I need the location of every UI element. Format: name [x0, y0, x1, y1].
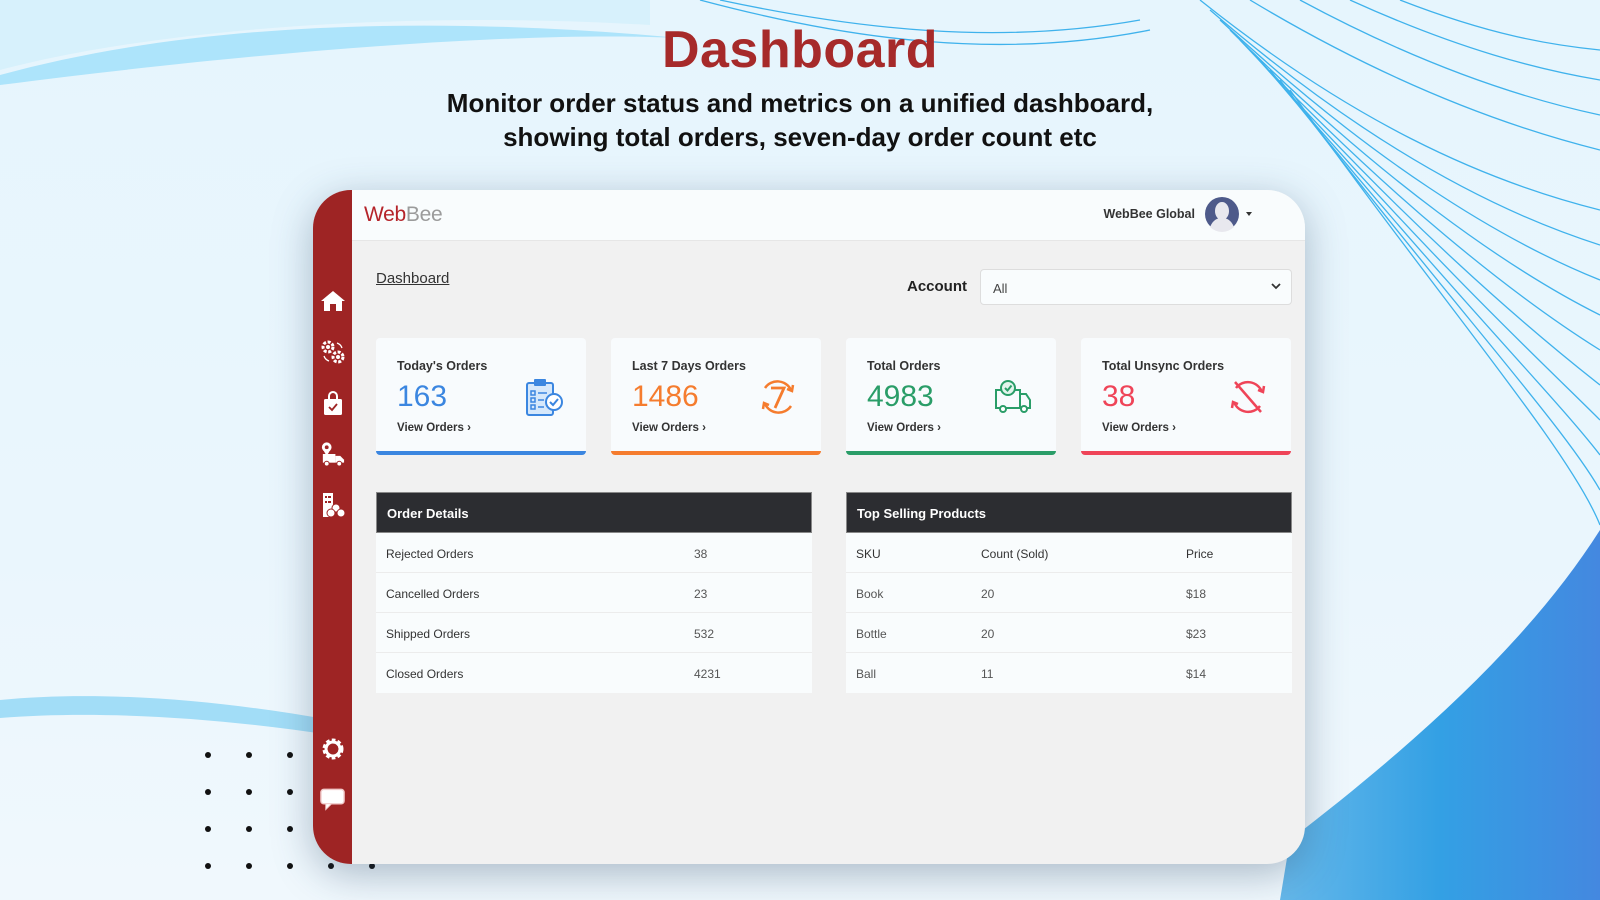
- card-title: Total Orders: [867, 359, 941, 373]
- table-header-row: SKU Count (Sold) Price: [846, 533, 1292, 573]
- sidebar-item-configuration[interactable]: [319, 338, 346, 365]
- seven-day-cycle-icon: [761, 380, 795, 414]
- settings-sync-icon: [321, 340, 344, 363]
- chevron-down-icon: [1271, 283, 1281, 290]
- card-value: 163: [397, 380, 448, 413]
- card-todays-orders: Today's Orders 163 View Orders ›: [376, 338, 586, 455]
- view-orders-link[interactable]: View Orders ›: [867, 422, 941, 434]
- home-icon: [320, 290, 345, 311]
- user-menu-caret-icon[interactable]: [1246, 212, 1252, 216]
- table-row: Shipped Orders 532: [376, 613, 812, 653]
- row-label: Rejected Orders: [386, 547, 474, 561]
- sidebar: [313, 190, 352, 864]
- delivery-truck-icon: [321, 441, 345, 467]
- account-select[interactable]: All: [980, 269, 1292, 305]
- card-last-7-days-orders: Last 7 Days Orders 1486 View Orders ›: [611, 338, 821, 455]
- card-value: 38: [1102, 380, 1136, 413]
- logo-text-web: Web: [364, 203, 406, 226]
- breadcrumb[interactable]: Dashboard: [376, 270, 450, 287]
- column-header-sku: SKU: [856, 547, 881, 561]
- row-label: Cancelled Orders: [386, 587, 480, 601]
- cell-count: 20: [981, 587, 995, 601]
- product-grid-icon: [322, 492, 345, 517]
- view-orders-link[interactable]: View Orders ›: [1102, 422, 1176, 434]
- card-title: Today's Orders: [397, 359, 488, 373]
- logo-text-bee: Bee: [405, 203, 443, 226]
- cell-count: 11: [981, 667, 994, 681]
- cell-sku: Bottle: [856, 627, 887, 641]
- card-value: 1486: [632, 380, 699, 413]
- gear-icon: [322, 738, 343, 759]
- row-label: Closed Orders: [386, 667, 464, 681]
- cell-price: $14: [1186, 667, 1207, 681]
- order-details-title: Order Details: [376, 492, 812, 533]
- row-value: 23: [694, 587, 708, 601]
- card-total-unsync-orders: Total Unsync Orders 38 View Orders ›: [1081, 338, 1291, 455]
- shopping-bag-icon: [323, 390, 342, 415]
- table-row: Closed Orders 4231: [376, 653, 812, 693]
- cell-sku: Book: [856, 587, 884, 601]
- card-title: Last 7 Days Orders: [632, 359, 746, 373]
- account-select-value: All: [993, 281, 1008, 296]
- top-selling-products-table: Top Selling Products SKU Count (Sold) Pr…: [846, 492, 1292, 693]
- table-row: Book 20 $18: [846, 573, 1292, 613]
- table-row: Rejected Orders 38: [376, 533, 812, 573]
- order-details-table: Order Details Rejected Orders 38 Cancell…: [376, 492, 812, 693]
- table-row: Bottle 20 $23: [846, 613, 1292, 653]
- column-header-count: Count (Sold): [981, 547, 1049, 561]
- clipboard-check-icon: [526, 379, 563, 416]
- row-label: Shipped Orders: [386, 627, 471, 641]
- account-label: Account: [907, 278, 967, 295]
- card-title: Total Unsync Orders: [1102, 359, 1225, 373]
- sidebar-item-home[interactable]: [319, 287, 346, 314]
- truck-check-icon: [995, 380, 1031, 413]
- card-total-orders: Total Orders 4983 View Orders ›: [846, 338, 1056, 455]
- view-orders-link[interactable]: View Orders ›: [632, 422, 706, 434]
- top-selling-title: Top Selling Products: [846, 492, 1292, 533]
- card-value: 4983: [867, 380, 934, 413]
- sidebar-item-settings[interactable]: [319, 735, 346, 762]
- avatar[interactable]: [1204, 196, 1240, 232]
- sidebar-item-orders[interactable]: [319, 390, 346, 417]
- sidebar-item-shipping[interactable]: [319, 440, 346, 467]
- row-value: 4231: [694, 667, 721, 681]
- row-value: 38: [694, 547, 708, 561]
- cell-price: $18: [1186, 587, 1207, 601]
- table-row: Cancelled Orders 23: [376, 573, 812, 613]
- top-bar: WebBee WebBee Global: [352, 190, 1305, 241]
- hero-subtitle-line-2: showing total orders, seven-day order co…: [503, 122, 1097, 152]
- cell-price: $23: [1186, 627, 1207, 641]
- view-orders-link[interactable]: View Orders ›: [397, 422, 471, 434]
- sync-off-icon: [1230, 380, 1266, 414]
- cell-sku: Ball: [856, 667, 877, 681]
- column-header-price: Price: [1186, 547, 1214, 561]
- webbee-logo[interactable]: WebBee: [364, 203, 443, 227]
- sidebar-item-products[interactable]: [319, 491, 346, 518]
- table-row: Ball 11 $14: [846, 653, 1292, 693]
- row-value: 532: [694, 627, 715, 641]
- hero-subtitle: Monitor order status and metrics on a un…: [0, 86, 1600, 154]
- sidebar-item-support[interactable]: [319, 785, 346, 812]
- cell-count: 20: [981, 627, 995, 641]
- app-window: WebBee WebBee Global Dashboard Account A…: [313, 190, 1305, 864]
- hero-subtitle-line-1: Monitor order status and metrics on a un…: [446, 88, 1154, 118]
- hero-title: Dashboard: [661, 21, 939, 79]
- chat-icon: [320, 788, 345, 811]
- user-name: WebBee Global: [1103, 207, 1195, 221]
